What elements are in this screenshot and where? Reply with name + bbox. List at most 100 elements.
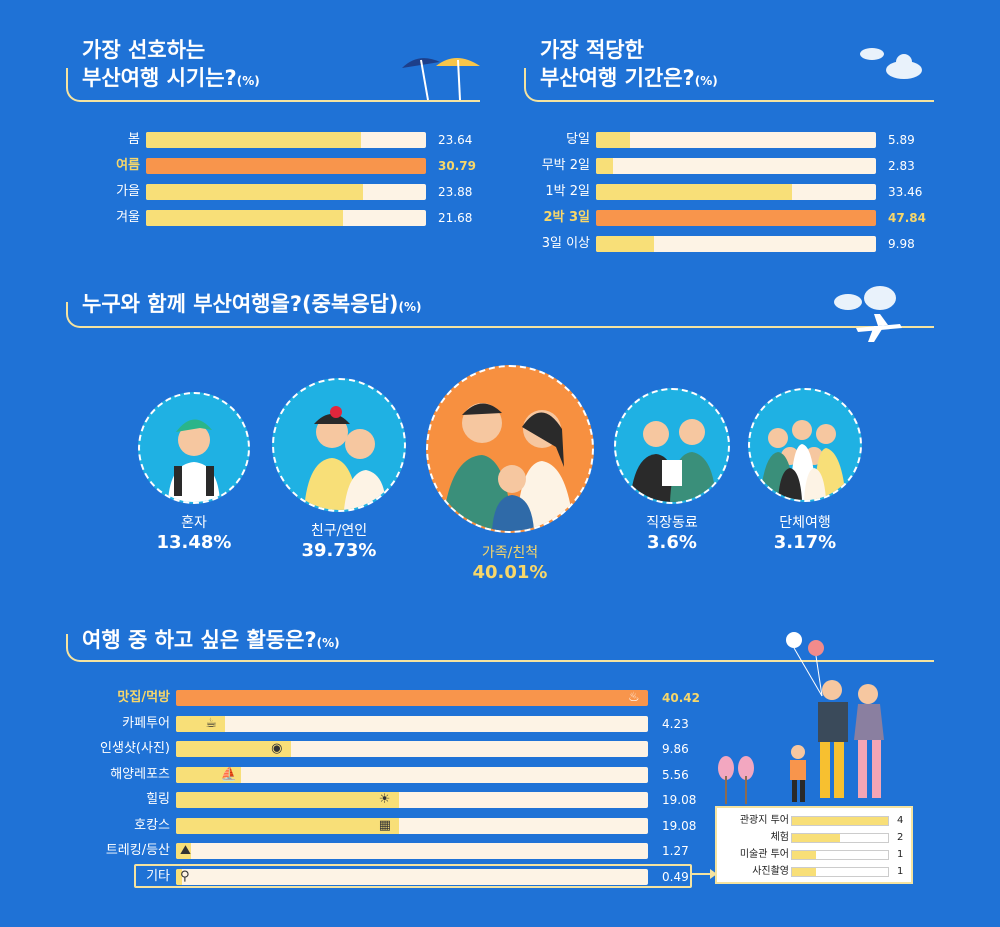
chef-hat-icon: ♨ [628,690,640,705]
bar-row: 해양레포츠 ⛵ 5.56 [40,765,712,785]
mini-bar-track [791,867,889,877]
alone-illustration [138,392,250,504]
activity-unit: (%) [316,636,340,650]
mini-bar-fill [792,851,816,859]
bar-track: ◉ [176,741,648,757]
activity-divider [66,634,934,662]
bar-row: 호캉스 ▦ 19.08 [40,816,712,836]
bar-row: 트레킹/등산 ⛰ 1.27 [40,841,712,861]
bar-value: 5.56 [662,767,689,782]
cloud-icon [860,48,922,79]
season-title-line2: 부산여행 시기는?(%) [82,66,260,90]
bar-fill [596,184,792,200]
bar-track [596,132,876,148]
bar-track: ♨ [176,690,648,706]
companion-percent: 3.17% [773,532,837,553]
companion-percent: 3.6% [647,532,697,553]
bar-value: 21.68 [438,211,473,225]
season-title: 가장 선호하는 부산여행 시기는?(%) [82,36,260,95]
mini-bar-value: 1 [897,849,904,860]
bar-row: 힐링 ☀ 19.08 [40,790,712,810]
magnifier-icon: ⚲ [180,868,190,884]
duration-divider [524,68,934,102]
companion-name: 가족/친척 [481,545,539,561]
bar-label: 맛집/먹방 [117,690,170,705]
bar-row: 봄 23.64 [40,130,488,150]
bar-track: ☀ [176,792,648,808]
bar-track [596,184,876,200]
bar-row: 가을 23.88 [40,182,488,202]
beach-umbrella-icon [402,58,480,101]
bar-row: 무박 2일 2.83 [490,156,938,176]
bar-fill [596,210,876,226]
bar-label: 인생샷(사진) [100,741,170,756]
bar-fill [176,792,399,808]
bar-row: 당일 5.89 [490,130,938,150]
duration-unit: (%) [694,74,718,88]
bar-fill [146,132,361,148]
bar-row: 인생샷(사진) ◉ 9.86 [40,739,712,759]
bar-fill [596,158,613,174]
camera-icon: ◉ [271,741,283,756]
bar-value: 40.42 [662,691,700,705]
duration-title-line1: 가장 적당한 [540,38,644,62]
bar-label: 여름 [116,158,140,173]
bar-label: 기타 [146,868,170,884]
companion-title: 누구와 함께 부산여행을?(중복응답)(%) [82,292,422,316]
mini-bar-label: 사진촬영 [752,866,789,877]
mini-bar-row: 미술관 투어 1 [721,848,907,862]
companion-percent: 39.73% [301,540,377,561]
companion-name: 단체여행 [779,515,831,531]
family-illustration [426,365,594,533]
bar-fill [176,766,241,783]
friends-couple-illustration [272,378,406,512]
bar-label: 무박 2일 [541,158,590,173]
mini-bar-label: 미술관 투어 [739,849,789,860]
mini-bar-track [791,833,889,843]
bar-value: 33.46 [888,185,923,199]
balloons-icon [786,632,824,697]
bar-value: 23.64 [438,133,473,147]
bar-label: 2박 3일 [543,210,590,225]
mini-bar-label: 관광지 투어 [739,815,789,826]
bar-fill [146,158,426,174]
sailboat-icon: ⛵ [220,766,238,782]
duration-title: 가장 적당한 부산여행 기간은?(%) [540,36,718,95]
mini-bar-row: 관광지 투어 4 [721,814,907,828]
bar-track [146,158,426,174]
bar-fill [146,210,344,226]
bar-fill [176,690,648,706]
bar-fill [176,868,182,885]
hotel-icon: ▦ [378,817,392,833]
bar-track [146,184,426,200]
companion-name: 혼자 [181,515,207,531]
bar-value: 4.23 [662,716,689,731]
bar-track: ⛰ [176,843,648,859]
bar-label: 3일 이상 [541,236,590,251]
bar-label: 가을 [116,184,140,199]
mini-bar-value: 2 [897,832,904,843]
mini-bar-value: 4 [897,815,904,826]
companion-divider [66,302,934,328]
bar-label: 힐링 [146,792,170,807]
bar-track: ☕ [176,715,648,732]
bar-track [146,132,426,148]
companion-unit: (%) [398,300,422,314]
companion-label-3: 직장동료 3.6% [612,512,732,553]
bar-value: 5.89 [888,133,915,147]
mini-bar-fill [792,868,816,876]
bar-value: 19.08 [662,793,697,807]
bar-value: 2.83 [888,159,915,173]
bar-fill [176,817,399,834]
bar-track [596,236,876,252]
bar-fill [146,184,364,200]
airplane-icon [834,286,902,342]
companion-name: 친구/연인 [310,523,368,539]
etc-breakdown-panel: 관광지 투어 4 체험 2 미술관 투어 1 사진촬영 1 [715,806,913,884]
mini-bar-value: 1 [897,866,904,877]
bar-value: 9.98 [888,237,915,251]
mini-bar-row: 사진촬영 1 [721,865,907,879]
bar-row: 기타 ⚲ 0.49 [40,867,712,887]
mini-bar-fill [792,817,888,825]
companion-name: 직장동료 [646,515,698,531]
